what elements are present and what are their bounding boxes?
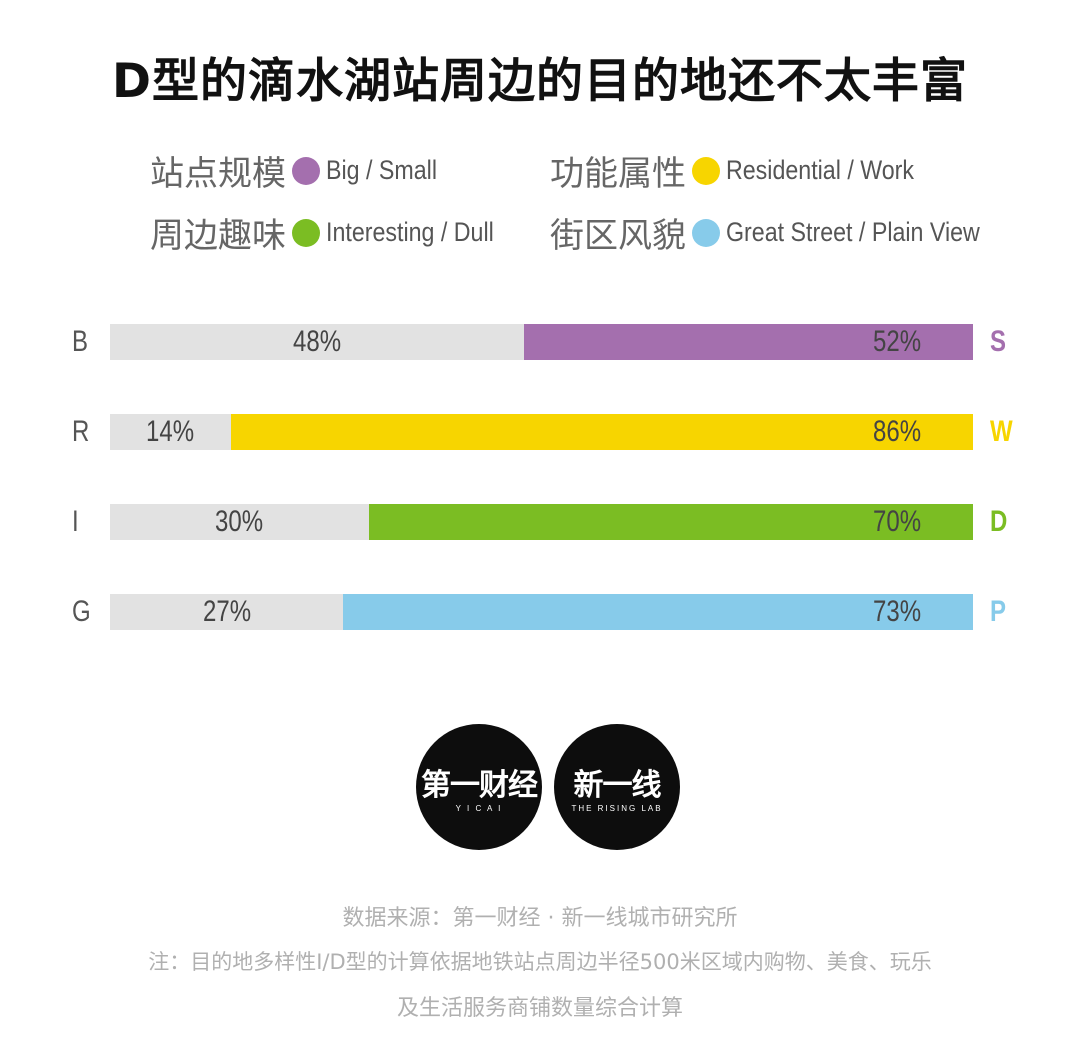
value-label-right: 86% (873, 415, 922, 448)
bar-segment-right (368, 504, 973, 540)
value-label-left: 48% (293, 325, 342, 358)
bar-segment-left: 27% 73% (110, 594, 973, 630)
legend-label-cn: 街区风貌 (550, 216, 686, 256)
bar-segment-left: 48% 52% (110, 324, 973, 360)
legend-label-en: Big / Small (326, 155, 437, 185)
row-label-left: B (72, 325, 89, 358)
bar-segment-right (230, 414, 973, 450)
yicai-logo-text: 第一财经 (421, 768, 538, 803)
rising-lab-logo-subtext: THE RISING LAB (571, 804, 663, 813)
source-note: 数据来源：第一财经 · 新一线城市研究所 (342, 906, 738, 931)
row-label-right: W (990, 415, 1013, 448)
rising-lab-logo: 新一线 THE RISING LAB (554, 724, 680, 850)
footnote-line-1: 注：目的地多样性I/D型的计算依据地铁站点周边半径500米区域内购物、美食、玩乐 (148, 950, 932, 974)
row-label-left: G (72, 595, 91, 628)
legend-item-streetscape: 街区风貌 Great Street / Plain View (550, 208, 1021, 257)
yicai-logo: 第一财经 Y I C A I (416, 724, 542, 850)
footnote-line-2: 及生活服务商铺数量综合计算 (396, 996, 683, 1021)
rising-lab-logo-text: 新一线 (573, 768, 662, 803)
yicai-logo-subtext: Y I C A I (455, 804, 503, 813)
row-label-right: P (990, 595, 1007, 628)
value-label-right: 52% (873, 325, 922, 358)
legend-label-cn: 功能属性 (550, 154, 686, 194)
bar-segment-left: 14% 86% (110, 414, 973, 450)
legend-label-cn: 周边趣味 (150, 216, 286, 256)
value-label-left: 14% (146, 415, 195, 448)
legend-swatch (692, 156, 720, 185)
row-label-left: R (72, 415, 90, 448)
legend-label-cn: 站点规模 (150, 154, 286, 194)
bar-segment-right (343, 594, 973, 630)
value-label-right: 70% (873, 505, 922, 538)
row-label-right: D (990, 505, 1008, 538)
legend-item-size: 站点规模 Big / Small (150, 146, 455, 195)
value-label-left: 27% (202, 595, 251, 628)
chart-title: D型的滴水湖站周边的目的地还不太丰富 (111, 54, 968, 109)
bar-segment-right (524, 324, 973, 360)
row-label-left: I (72, 505, 79, 538)
legend-swatch (292, 156, 320, 185)
value-label-left: 30% (215, 505, 264, 538)
legend-swatch (292, 218, 320, 247)
row-label-right: S (990, 325, 1007, 358)
legend-label-en: Interesting / Dull (326, 217, 494, 247)
legend-item-function: 功能属性 Residential / Work (550, 146, 945, 195)
legend-item-interest: 周边趣味 Interesting / Dull (150, 208, 521, 257)
value-label-right: 73% (873, 595, 922, 628)
bar-segment-left: 30% 70% (110, 504, 973, 540)
legend-label-en: Residential / Work (726, 155, 914, 185)
legend-label-en: Great Street / Plain View (726, 217, 980, 247)
legend-swatch (692, 218, 720, 247)
